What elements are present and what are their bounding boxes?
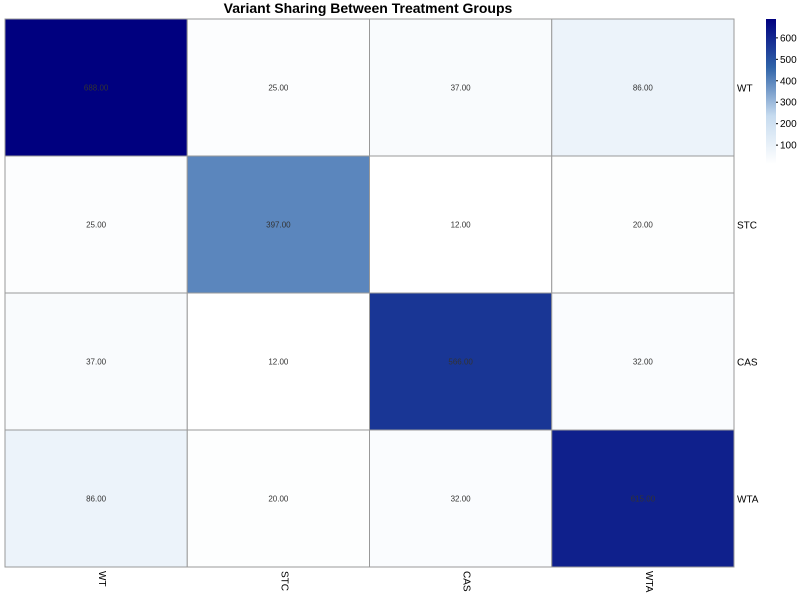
heatmap-cell [551,429,735,568]
colorbar-gradient-bar [766,19,776,164]
row-label: STC [737,221,757,232]
cell-value-label: 86.00 [86,495,107,504]
colorbar-tick-label: 100 [780,141,797,152]
cell-value-label: 37.00 [86,358,107,367]
cell-value-label: 615.00 [631,495,656,504]
heatmap-cell [4,155,188,294]
heatmap-cell [551,18,735,157]
row-labels: WT STC CAS WTA [737,84,759,506]
colorbar-tick-label: 300 [780,98,797,109]
cell-value-label: 86.00 [633,84,654,93]
colorbar-tick-label: 600 [780,33,797,44]
heatmap-cell [4,429,188,568]
heatmap-cell [369,429,553,568]
cell-value-label: 32.00 [633,358,654,367]
column-label: WT [96,571,107,587]
cell-value-label: 12.00 [268,358,289,367]
cell-value-label: 12.00 [451,221,472,230]
cell-value-label: 688.00 [84,84,109,93]
cell-value-label: 566.00 [448,358,473,367]
colorbar-tick-label: 500 [780,55,797,66]
colorbar: 100 200 300 400 500 600 [766,19,797,164]
column-labels: WT STC CAS WTA [96,571,654,593]
cell-value-label: 37.00 [451,84,472,93]
cell-value-label: 20.00 [268,495,289,504]
column-label: WTA [643,571,654,593]
row-label: CAS [737,358,758,369]
row-label: WT [737,84,753,95]
heatmap-cells: 688.00 25.00 37.00 86.00 25.00 397.00 12.00 20.… [4,18,735,568]
heatmap-cell [369,292,553,431]
cell-value-label: 25.00 [86,221,107,230]
cell-value-label: 32.00 [451,495,472,504]
cell-value-label: 20.00 [633,221,654,230]
column-label: CAS [461,571,472,592]
heatmap-cell [186,429,370,568]
cell-value-label: 25.00 [268,84,289,93]
heatmap-cell [369,155,553,294]
column-label: STC [278,571,289,591]
heatmap-cell [186,155,370,294]
cell-value-label: 397.00 [266,221,291,230]
heatmap-cell [551,155,735,294]
row-label: WTA [737,495,759,506]
chart-title: Variant Sharing Between Treatment Groups [223,0,513,16]
heatmap-cell [4,292,188,431]
colorbar-tick-label: 200 [780,119,797,130]
colorbar-tick-label: 400 [780,76,797,87]
heatmap-cell [551,292,735,431]
